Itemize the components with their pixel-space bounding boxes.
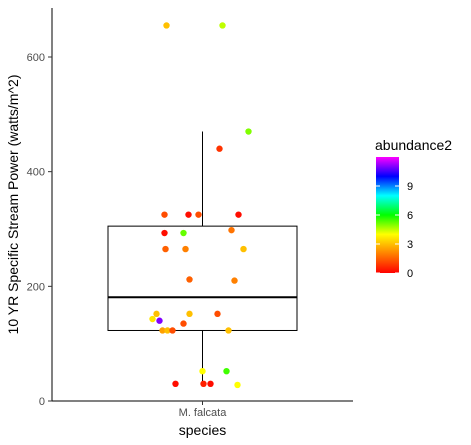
legend-label: 0	[407, 268, 413, 280]
legend-label: 9	[407, 181, 413, 193]
data-point	[185, 211, 192, 218]
data-point	[219, 22, 226, 29]
legend-label: 6	[407, 210, 413, 222]
y-tick-label: 200	[27, 281, 45, 293]
legend-colorbar	[376, 157, 399, 273]
data-point	[207, 380, 214, 387]
y-axis-ticks: 0 200 400 600	[27, 52, 52, 408]
data-point	[149, 315, 156, 323]
box-iqr	[107, 225, 298, 331]
data-point	[162, 245, 169, 253]
data-point	[200, 380, 207, 387]
data-point	[235, 211, 242, 218]
data-point	[228, 226, 235, 234]
x-axis-ticks: M. falcata	[179, 401, 228, 419]
data-point	[164, 327, 171, 334]
data-point	[240, 245, 247, 253]
y-tick-label: 400	[27, 167, 45, 179]
legend-title: abundance2	[375, 137, 452, 153]
boxplot	[107, 131, 298, 384]
data-point	[172, 380, 179, 387]
data-point	[156, 317, 163, 324]
data-point	[225, 327, 232, 334]
data-point	[180, 320, 187, 327]
data-point	[186, 310, 193, 318]
data-point	[223, 367, 230, 375]
data-point	[161, 229, 168, 237]
x-tick-label: M. falcata	[179, 407, 228, 419]
data-point	[216, 145, 223, 152]
data-point	[180, 229, 187, 237]
data-point	[163, 22, 170, 29]
data-point	[214, 310, 221, 318]
legend-label: 3	[407, 239, 413, 251]
data-point	[153, 310, 160, 318]
legend: abundance2 0 3 6 9	[375, 137, 452, 280]
data-point	[245, 128, 252, 135]
data-point	[234, 381, 241, 389]
y-axis-title: 10 YR Specific Stream Power (watts/m^2)	[5, 75, 21, 335]
x-axis-title: species	[179, 422, 226, 438]
y-tick-label: 0	[39, 396, 45, 408]
data-point	[195, 211, 202, 218]
data-point	[161, 211, 168, 218]
data-point	[182, 245, 189, 253]
jitter-points	[149, 22, 252, 389]
data-point	[169, 327, 176, 334]
y-tick-label: 600	[27, 52, 45, 64]
data-point	[199, 367, 206, 375]
data-point	[231, 277, 238, 284]
data-point	[159, 327, 166, 334]
data-point	[186, 276, 193, 283]
